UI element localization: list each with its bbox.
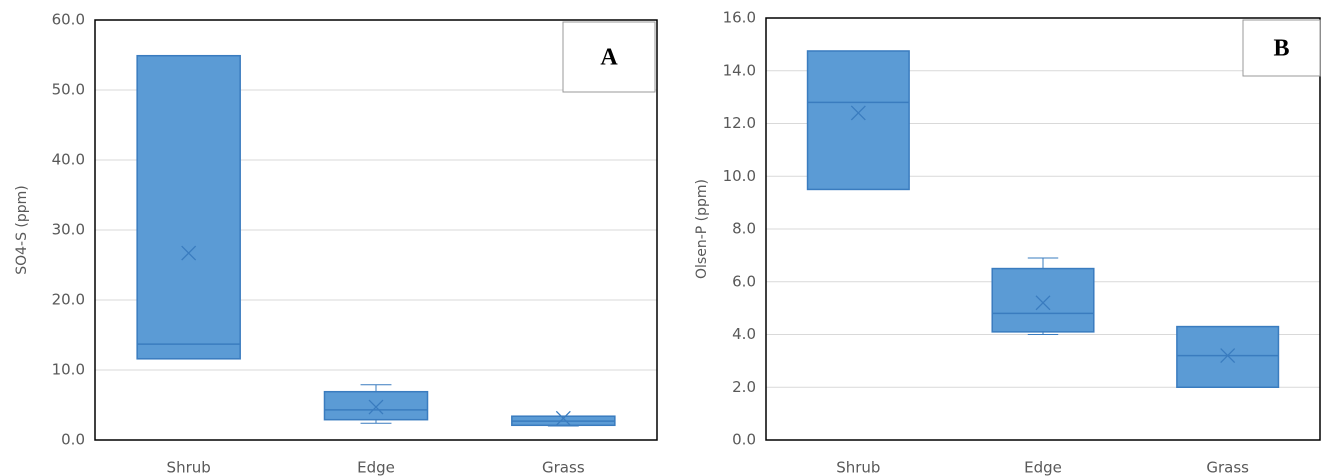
mean-marker bbox=[368, 399, 384, 415]
y-tick-label: 50.0 bbox=[52, 81, 85, 99]
y-tick-label: 30.0 bbox=[52, 221, 85, 239]
y-tick-label: 8.0 bbox=[732, 220, 756, 238]
x-tick-label: Edge bbox=[1024, 459, 1062, 476]
mean-marker bbox=[555, 410, 571, 426]
x-tick-label: Grass bbox=[542, 459, 585, 476]
x-tick-label: Shrub bbox=[836, 459, 880, 476]
y-axis-label: SO4-S (ppm) bbox=[14, 185, 30, 275]
y-tick-label: 4.0 bbox=[732, 325, 756, 343]
box bbox=[991, 267, 1095, 333]
box bbox=[1176, 325, 1280, 388]
annotation-box bbox=[1242, 19, 1321, 77]
plot-frame bbox=[765, 17, 1321, 441]
mean-marker bbox=[181, 245, 197, 261]
y-tick-label: 0.0 bbox=[732, 431, 756, 449]
annotation: A bbox=[600, 45, 618, 71]
y-tick-label: 60.0 bbox=[52, 11, 85, 29]
y-axis-label: Olsen-P (ppm) bbox=[694, 179, 710, 279]
y-tick-label: 6.0 bbox=[732, 272, 756, 290]
annotation-box bbox=[562, 21, 656, 93]
y-tick-label: 10.0 bbox=[723, 167, 756, 185]
x-tick-label: Edge bbox=[357, 459, 395, 476]
y-tick-label: 20.0 bbox=[52, 291, 85, 309]
plot-frame bbox=[94, 19, 658, 441]
mean-marker bbox=[1220, 348, 1236, 364]
y-tick-label: 16.0 bbox=[723, 9, 756, 27]
mean-marker bbox=[1035, 295, 1051, 311]
box bbox=[136, 54, 241, 360]
y-tick-label: 10.0 bbox=[52, 361, 85, 379]
y-tick-label: 40.0 bbox=[52, 151, 85, 169]
box bbox=[323, 390, 429, 421]
x-tick-label: Shrub bbox=[167, 459, 211, 476]
y-tick-label: 14.0 bbox=[723, 61, 756, 79]
y-tick-label: 2.0 bbox=[732, 378, 756, 396]
x-tick-label: Grass bbox=[1206, 459, 1249, 476]
y-tick-label: 12.0 bbox=[723, 114, 756, 132]
box bbox=[806, 50, 910, 191]
mean-marker bbox=[850, 105, 866, 121]
annotation: B bbox=[1273, 36, 1289, 62]
y-tick-label: 0.0 bbox=[61, 431, 85, 449]
